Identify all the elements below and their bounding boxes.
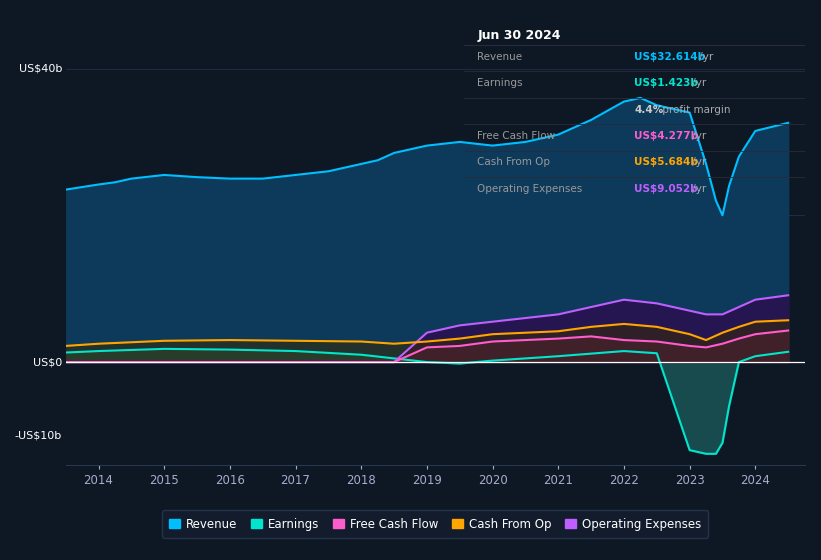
Text: -US$10b: -US$10b [15,431,62,441]
Text: profit margin: profit margin [658,105,730,115]
Text: /yr: /yr [690,157,707,167]
Text: /yr: /yr [690,184,707,194]
Text: 4.4%: 4.4% [635,105,663,115]
Legend: Revenue, Earnings, Free Cash Flow, Cash From Op, Operating Expenses: Revenue, Earnings, Free Cash Flow, Cash … [162,511,709,538]
Text: US$4.277b: US$4.277b [635,131,699,141]
Text: Jun 30 2024: Jun 30 2024 [478,30,561,43]
Text: US$0: US$0 [33,357,62,367]
Text: US$9.052b: US$9.052b [635,184,698,194]
Text: US$5.684b: US$5.684b [635,157,698,167]
Text: US$1.423b: US$1.423b [635,78,698,88]
Text: /yr: /yr [695,52,713,62]
Text: Free Cash Flow: Free Cash Flow [478,131,556,141]
Text: Earnings: Earnings [478,78,523,88]
Text: Operating Expenses: Operating Expenses [478,184,583,194]
Text: /yr: /yr [690,131,707,141]
Text: Cash From Op: Cash From Op [478,157,551,167]
Text: US$32.614b: US$32.614b [635,52,705,62]
Text: Revenue: Revenue [478,52,523,62]
Text: /yr: /yr [690,78,707,88]
Text: US$40b: US$40b [19,63,62,73]
